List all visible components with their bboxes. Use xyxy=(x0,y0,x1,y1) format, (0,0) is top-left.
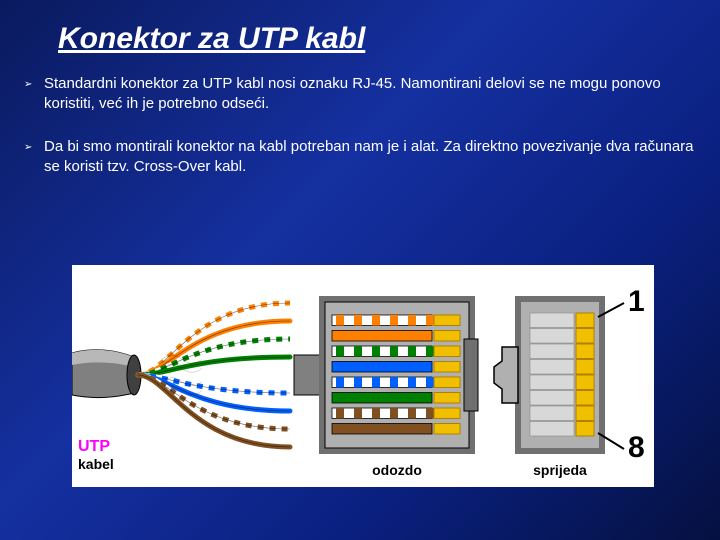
bullet-list: ➢ Standardni konektor za UTP kabl nosi o… xyxy=(0,74,720,177)
svg-text:8: 8 xyxy=(628,431,645,464)
utp-diagram: UTPkabel odozdo sprijeda 1 8 xyxy=(72,265,654,487)
bullet-item: ➢ Da bi smo montirali konektor na kabl p… xyxy=(24,137,696,178)
bullet-text: Da bi smo montirali konektor na kabl pot… xyxy=(44,137,696,178)
svg-text:1: 1 xyxy=(628,285,645,318)
svg-text:kabel: kabel xyxy=(78,456,114,472)
svg-text:odozdo: odozdo xyxy=(372,462,422,478)
bullet-text: Standardni konektor za UTP kabl nosi ozn… xyxy=(44,74,696,115)
bullet-marker-icon: ➢ xyxy=(24,74,44,95)
bullet-item: ➢ Standardni konektor za UTP kabl nosi o… xyxy=(24,74,696,115)
svg-text:UTP: UTP xyxy=(78,438,110,455)
bullet-marker-icon: ➢ xyxy=(24,137,44,158)
slide-title: Konektor za UTP kabl xyxy=(0,0,720,74)
svg-text:sprijeda: sprijeda xyxy=(533,462,587,478)
